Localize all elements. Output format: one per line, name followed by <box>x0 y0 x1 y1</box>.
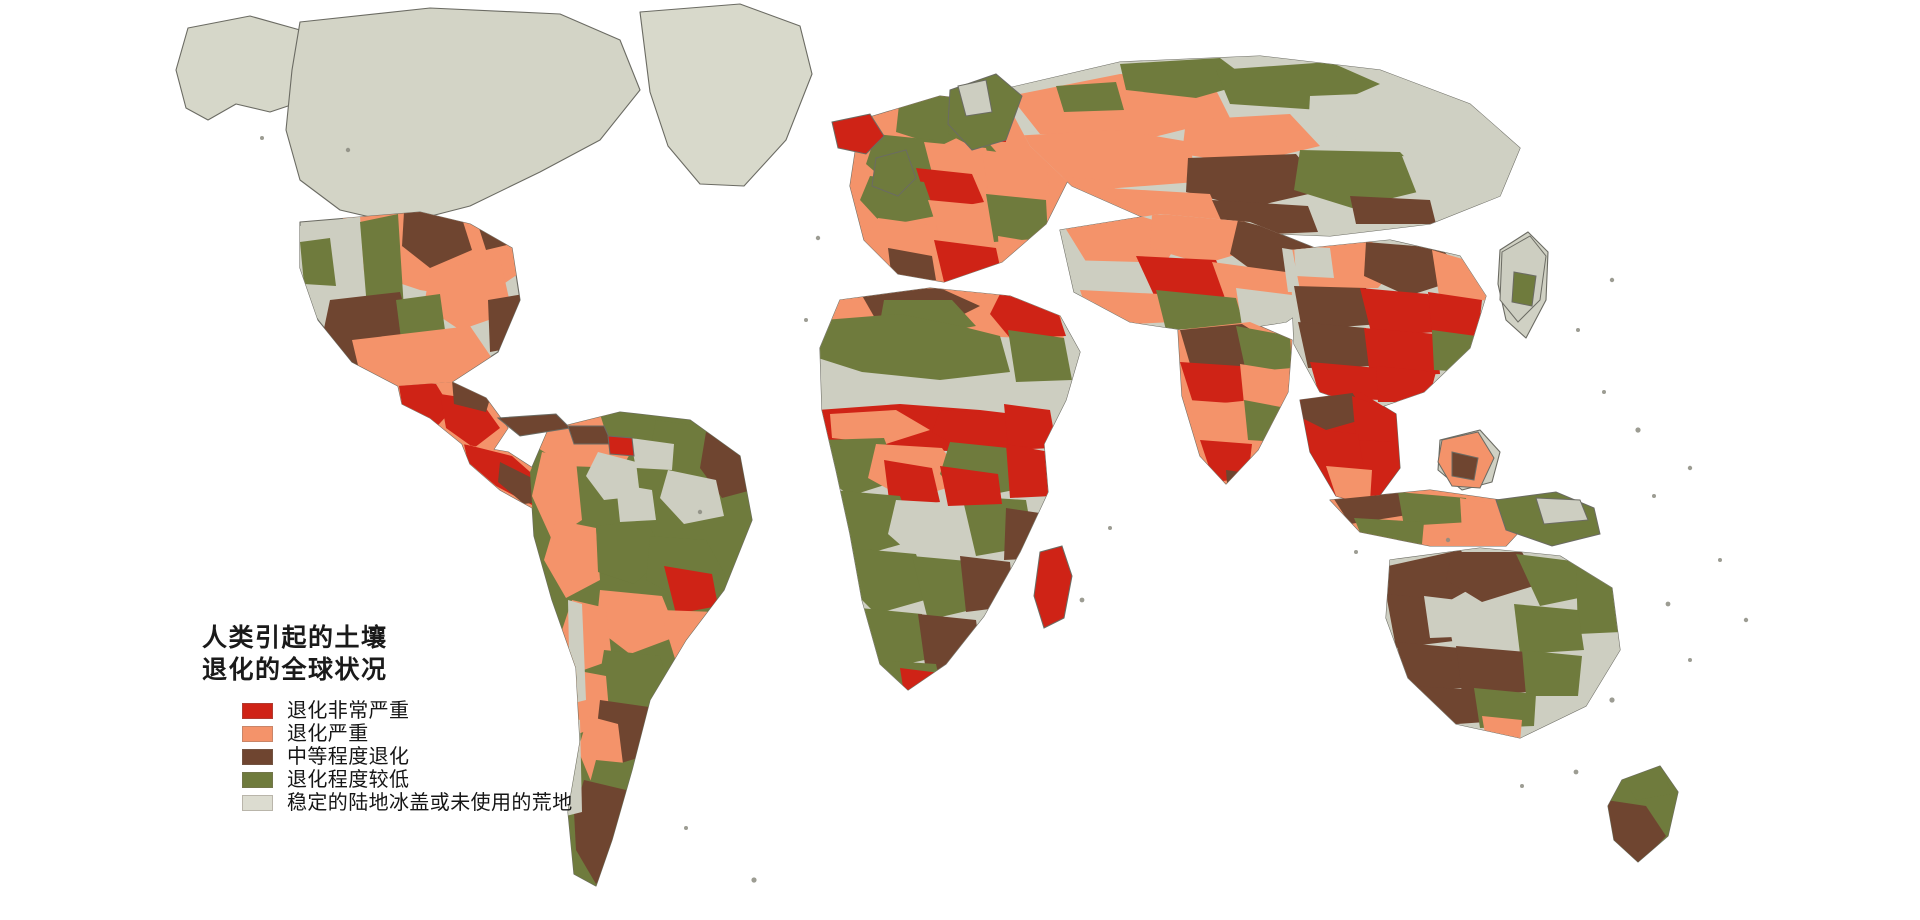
overlay-china <box>1290 240 1486 410</box>
legend-item-very-severe: 退化非常严重 <box>200 700 640 722</box>
region-greenland <box>639 3 813 187</box>
region-png <box>1495 491 1601 547</box>
legend-label-severe: 退化严重 <box>287 723 369 745</box>
legend-item-stable-or-unused: 稳定的陆地冰盖或未使用的荒地 <box>200 792 640 814</box>
overlay-australia <box>1386 548 1620 738</box>
region-japan-overlay <box>1499 235 1547 323</box>
island-specks <box>260 136 1749 883</box>
legend-swatch-stable-or-unused <box>242 795 273 811</box>
legend-label-stable-or-unused: 稳定的陆地冰盖或未使用的荒地 <box>287 792 573 814</box>
legend-item-low: 退化程度较低 <box>200 769 640 791</box>
region-iceland <box>831 113 885 155</box>
legend-swatch-moderate <box>242 749 273 765</box>
region-canada <box>285 7 641 225</box>
region-scandinavia <box>947 73 1023 151</box>
legend-label-low: 退化程度较低 <box>287 769 410 791</box>
legend-swatch-low <box>242 772 273 788</box>
legend-label-moderate: 中等程度退化 <box>287 746 410 768</box>
region-philippines-overlay <box>1437 431 1495 489</box>
legend-item-severe: 退化严重 <box>200 723 640 745</box>
legend-label-very-severe: 退化非常严重 <box>287 700 410 722</box>
map-legend: 人类引起的土壤 退化的全球状况 退化非常严重 退化严重 中等程度退化 退化程度较… <box>200 622 640 815</box>
overlay-russia <box>1000 56 1520 236</box>
legend-swatch-severe <box>242 726 273 742</box>
legend-title: 人类引起的土壤 退化的全球状况 <box>202 624 388 684</box>
legend-swatch-very-severe <box>242 703 273 719</box>
legend-item-moderate: 中等程度退化 <box>200 746 640 768</box>
region-madagascar <box>1033 545 1073 629</box>
region-british-isles <box>871 149 917 197</box>
region-caribbean <box>496 413 635 457</box>
